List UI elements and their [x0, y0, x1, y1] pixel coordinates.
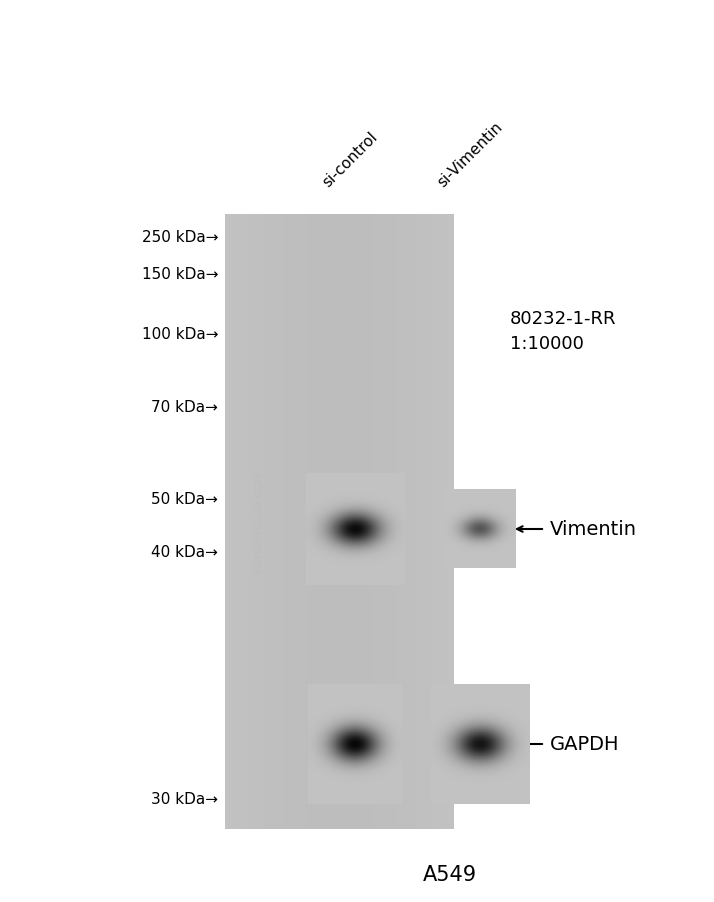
Text: si-Vimentin: si-Vimentin — [434, 119, 505, 189]
Text: WWW.PTGLAB.COM: WWW.PTGLAB.COM — [254, 471, 264, 573]
Text: 50 kDa→: 50 kDa→ — [151, 492, 218, 507]
Text: 250 kDa→: 250 kDa→ — [141, 230, 218, 245]
Text: 70 kDa→: 70 kDa→ — [151, 400, 218, 415]
Text: 150 kDa→: 150 kDa→ — [141, 267, 218, 282]
Text: 80232-1-RR
1:10000: 80232-1-RR 1:10000 — [510, 309, 616, 353]
Text: 30 kDa→: 30 kDa→ — [151, 792, 218, 806]
Text: A549: A549 — [423, 864, 477, 884]
Text: Vimentin: Vimentin — [550, 520, 637, 538]
Text: GAPDH: GAPDH — [550, 735, 620, 754]
Text: si-control: si-control — [319, 129, 380, 189]
Text: 40 kDa→: 40 kDa→ — [151, 545, 218, 560]
Text: 100 kDa→: 100 kDa→ — [141, 327, 218, 342]
